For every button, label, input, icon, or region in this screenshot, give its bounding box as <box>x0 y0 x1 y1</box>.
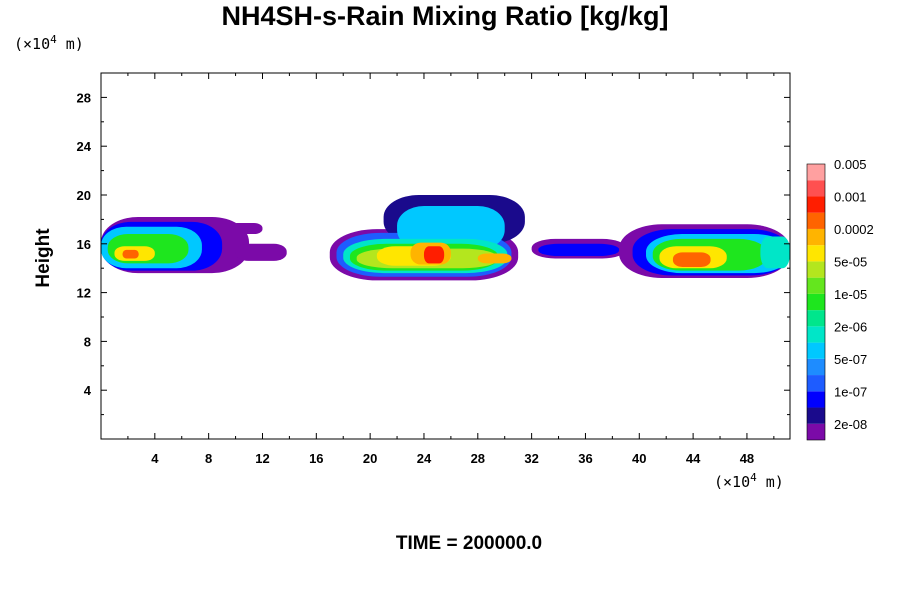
x-tick-label: 44 <box>686 451 701 466</box>
cloud-blob-18 <box>477 253 512 264</box>
colorbar-frame <box>806 163 826 441</box>
x-tick-label: 32 <box>524 451 538 466</box>
colorbar-label: 5e-07 <box>834 352 867 367</box>
colorbar-swatch <box>807 391 825 408</box>
cloud-blob-6 <box>235 243 287 261</box>
colorbar-swatch <box>807 212 825 229</box>
time-label: TIME = 200000.0 <box>396 533 542 554</box>
cloud-blob-17 <box>423 246 445 264</box>
colorbar-swatch <box>807 342 825 359</box>
cloud-blob-27 <box>760 236 790 269</box>
x-tick-label: 28 <box>471 451 485 466</box>
colorbar-label: 2e-06 <box>834 319 867 334</box>
colorbar-swatch <box>807 180 825 197</box>
y-tick-label: 24 <box>77 139 92 154</box>
y-tick-label: 28 <box>77 90 91 105</box>
colorbar-label: 0.001 <box>834 189 867 204</box>
colorbar-swatch <box>807 228 825 246</box>
cloud-blob-20 <box>538 243 620 256</box>
x-unit-label: (×104 m) <box>714 471 784 491</box>
colorbar-swatch <box>807 245 825 262</box>
colorbar-label: 2e-08 <box>834 417 867 432</box>
x-tick-label: 40 <box>632 451 646 466</box>
chart-title: NH4SH-s-Rain Mixing Ratio [kg/kg] <box>221 1 668 31</box>
colorbar-swatch <box>807 358 825 376</box>
colorbar-swatch <box>807 375 825 392</box>
colorbar-swatch <box>807 407 825 424</box>
x-tick-label: 36 <box>578 451 592 466</box>
y-tick-label: 8 <box>84 334 91 349</box>
colorbar-label: 1e-05 <box>834 287 867 302</box>
cloud-blob-26 <box>672 252 711 267</box>
colorbar-swatch <box>807 196 825 213</box>
colorbar-label: 0.0002 <box>834 222 874 237</box>
plot-frame <box>100 72 791 440</box>
y-tick-label: 16 <box>77 237 91 252</box>
cloud-field <box>101 195 790 281</box>
cloud-blob-5 <box>122 249 139 259</box>
x-tick-label: 8 <box>205 451 212 466</box>
colorbar-swatch <box>807 423 825 440</box>
colorbar-swatch <box>807 326 825 343</box>
colorbar-label: 0.005 <box>834 157 867 172</box>
y-tick-label: 12 <box>77 286 91 301</box>
colorbar-swatch <box>807 293 825 311</box>
x-tick-label: 20 <box>363 451 377 466</box>
colorbar-swatch <box>807 164 825 181</box>
x-tick-label: 24 <box>417 451 432 466</box>
y-unit-label: (×104 m) <box>14 33 84 53</box>
x-tick-label: 4 <box>151 451 159 466</box>
colorbar-swatch <box>807 261 825 278</box>
cloud-blob-7 <box>228 223 263 235</box>
y-axis-title: Height <box>33 228 54 288</box>
colorbar-label: 1e-07 <box>834 384 867 399</box>
x-tick-label: 16 <box>309 451 323 466</box>
colorbar-label: 5e-05 <box>834 254 867 269</box>
colorbar: 2e-08 1e-07 5e-07 2e-06 1e-05 5e-05 0.0002 0.00… <box>806 157 874 441</box>
x-tick-label: 12 <box>255 451 269 466</box>
x-tick-label: 48 <box>740 451 754 466</box>
y-tick-label: 4 <box>84 383 92 398</box>
y-tick-label: 20 <box>77 188 91 203</box>
colorbar-swatch <box>807 310 825 327</box>
colorbar-swatch <box>807 277 825 294</box>
